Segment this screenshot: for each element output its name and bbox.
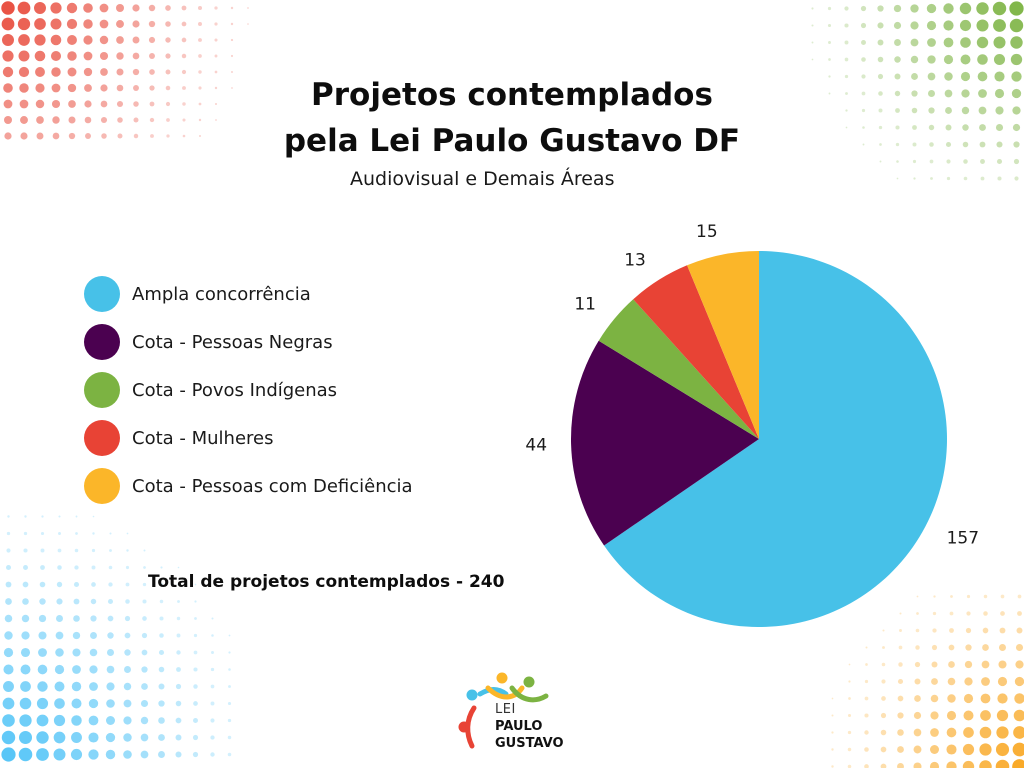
total-projects-label: Total de projetos contemplados - 240	[148, 572, 505, 592]
logo-text-gustavo: GUSTAVO	[495, 736, 564, 751]
pie-slice	[604, 251, 948, 627]
logo-text-lei: LEI	[495, 702, 516, 717]
pie-slice-value-label: 13	[624, 251, 646, 271]
chart-subtitle: Audiovisual e Demais Áreas	[350, 168, 615, 190]
chart-legend: Ampla concorrência Cota - Pessoas Negras…	[84, 270, 413, 510]
legend-label: Cota - Mulheres	[132, 427, 274, 449]
legend-label: Cota - Pessoas Negras	[132, 331, 333, 353]
pie-slice-value-label: 44	[525, 436, 547, 456]
legend-swatch	[84, 324, 120, 360]
legend-item: Cota - Pessoas com Deficiência	[84, 462, 413, 510]
logo-text-paulo: PAULO	[495, 719, 543, 734]
legend-label: Cota - Pessoas com Deficiência	[132, 475, 413, 497]
pie-slice	[633, 265, 759, 439]
lei-paulo-gustavo-logo: LEI PAULO GUSTAVO	[450, 668, 590, 760]
pie-slice	[687, 251, 759, 439]
title-block: Projetos contemplados pela Lei Paulo Gus…	[0, 72, 1024, 164]
legend-label: Cota - Povos Indígenas	[132, 379, 338, 401]
legend-label: Ampla concorrência	[132, 283, 311, 305]
legend-item: Cota - Povos Indígenas	[84, 366, 413, 414]
legend-swatch	[84, 372, 120, 408]
legend-swatch	[84, 276, 120, 312]
legend-swatch	[84, 468, 120, 504]
pie-slice-value-label: 15	[696, 222, 718, 242]
pie-slice-value-label: 157	[947, 529, 979, 549]
legend-item: Cota - Mulheres	[84, 414, 413, 462]
logo-figures-icon	[458, 672, 549, 749]
legend-item: Ampla concorrência	[84, 270, 413, 318]
chart-title-line-1: Projetos contemplados	[311, 77, 713, 113]
pie-slice	[571, 340, 759, 546]
chart-title-line-2: pela Lei Paulo Gustavo DF	[283, 123, 741, 159]
pie-slice-value-label: 11	[574, 294, 596, 314]
legend-swatch	[84, 420, 120, 456]
pie-slice	[598, 299, 759, 439]
legend-item: Cota - Pessoas Negras	[84, 318, 413, 366]
